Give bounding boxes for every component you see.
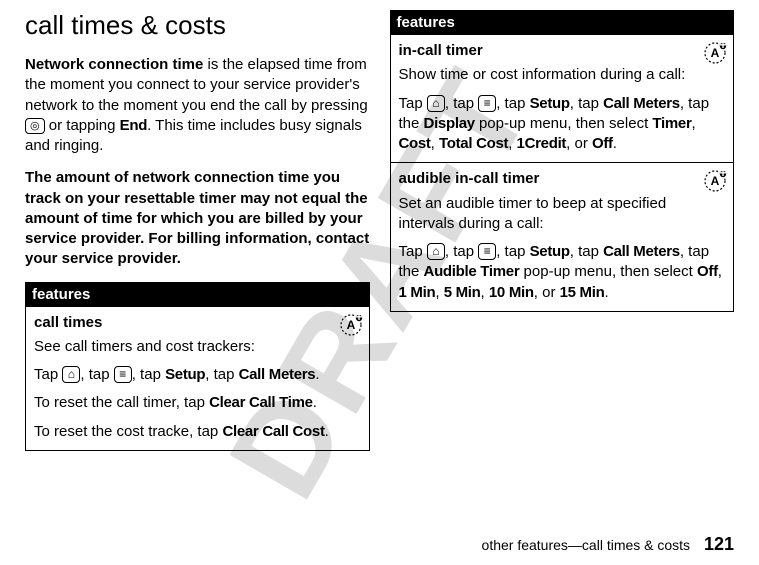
menu-key-icon xyxy=(478,95,496,112)
clear-call-cost-label: Clear Call Cost xyxy=(222,423,324,440)
page-content: call times & costs Network connection ti… xyxy=(0,0,759,451)
t: . xyxy=(315,366,319,383)
t: , tap xyxy=(445,243,478,260)
setup-label: Setup xyxy=(530,95,570,112)
svg-text:A: A xyxy=(346,318,355,332)
t: , xyxy=(435,284,443,301)
call-meters-label: Call Meters xyxy=(603,95,680,112)
availability-icon: + A xyxy=(339,313,363,337)
t: . xyxy=(613,135,617,152)
intro-paragraph-1: Network connection time is the elapsed t… xyxy=(25,55,370,156)
call-meters-label: Call Meters xyxy=(239,366,316,383)
t: , xyxy=(508,135,516,152)
audible-timer-cell: + A audible in-call timer Set an audible… xyxy=(391,162,734,311)
in-call-timer-cell: + A in-call timer Show time or cost info… xyxy=(391,34,734,162)
t: Tap xyxy=(399,95,427,112)
svg-text:+: + xyxy=(719,169,726,180)
home-key-icon xyxy=(427,95,445,112)
t: . xyxy=(313,394,317,411)
min5-label: 5 Min xyxy=(444,284,481,301)
t: pop-up menu, then select xyxy=(519,263,697,280)
t: , or xyxy=(566,135,592,152)
page-number: 121 xyxy=(704,534,734,554)
t: , tap xyxy=(132,366,165,383)
features-header-right: features xyxy=(391,11,734,34)
ic-line1: Show time or cost information during a c… xyxy=(399,65,726,85)
svg-text:A: A xyxy=(711,46,720,60)
home-key-icon xyxy=(427,243,445,260)
aud-line2: Tap , tap , tap Setup, tap Call Meters, … xyxy=(399,242,726,303)
cost-label: Cost xyxy=(399,135,431,152)
audible-timer-label: Audible Timer xyxy=(424,263,520,280)
total-cost-label: Total Cost xyxy=(439,135,508,152)
right-column: features + A in-call timer Show time or … xyxy=(390,10,735,451)
t: , xyxy=(718,263,722,280)
home-key-icon xyxy=(62,366,80,383)
t: , tap xyxy=(570,243,603,260)
svg-text:+: + xyxy=(719,41,726,52)
section-heading: call times & costs xyxy=(25,10,370,41)
end-key-icon xyxy=(25,118,45,134)
ct-line4: To reset the cost tracke, tap Clear Call… xyxy=(34,422,361,442)
ct-line1: See call timers and cost trackers: xyxy=(34,337,361,357)
t: , xyxy=(481,284,489,301)
call-times-title: call times xyxy=(34,313,361,333)
t: , tap xyxy=(496,243,529,260)
intro-paragraph-2: The amount of network connection time yo… xyxy=(25,168,370,269)
t: pop-up menu, then select xyxy=(475,115,653,132)
audible-timer-title: audible in-call timer xyxy=(399,169,726,189)
t: . xyxy=(325,423,329,440)
min15-label: 15 Min xyxy=(560,284,605,301)
min10-label: 10 Min xyxy=(489,284,534,301)
off-label: Off xyxy=(592,135,613,152)
availability-icon: + A xyxy=(703,169,727,193)
features-box-right: features + A in-call timer Show time or … xyxy=(390,10,735,312)
setup-label: Setup xyxy=(530,243,570,260)
in-call-timer-title: in-call timer xyxy=(399,41,726,61)
t: , xyxy=(692,115,696,132)
t: To reset the call timer, tap xyxy=(34,394,209,411)
t: To reset the cost tracke, tap xyxy=(34,423,222,440)
timer-label: Timer xyxy=(652,115,691,132)
page-footer: other features—call times & costs 121 xyxy=(482,534,734,555)
aud-line1: Set an audible timer to beep at specifie… xyxy=(399,194,726,235)
footer-text: other features—call times & costs xyxy=(482,537,691,553)
off-label: Off xyxy=(697,263,718,280)
svg-text:+: + xyxy=(355,313,362,324)
call-times-cell: + A call times See call timers and cost … xyxy=(26,306,369,450)
availability-icon: + A xyxy=(703,41,727,65)
t: , tap xyxy=(80,366,113,383)
menu-key-icon xyxy=(114,366,132,383)
features-box-left: features + A call times See call timers … xyxy=(25,282,370,451)
t: , tap xyxy=(445,95,478,112)
t: , tap xyxy=(496,95,529,112)
min1-label: 1 Min xyxy=(399,284,436,301)
nct-label: Network connection time xyxy=(25,56,203,73)
t: Tap xyxy=(399,243,427,260)
call-meters-label: Call Meters xyxy=(603,243,680,260)
t: , or xyxy=(534,284,560,301)
credit-label: 1Credit xyxy=(517,135,567,152)
p1-after: or tapping xyxy=(45,117,120,134)
svg-text:A: A xyxy=(711,174,720,188)
menu-key-icon xyxy=(478,243,496,260)
t: , tap xyxy=(570,95,603,112)
clear-call-time-label: Clear Call Time xyxy=(209,394,313,411)
t: , tap xyxy=(205,366,238,383)
ic-line2: Tap , tap , tap Setup, tap Call Meters, … xyxy=(399,94,726,155)
setup-label: Setup xyxy=(165,366,205,383)
ct-line2: Tap , tap , tap Setup, tap Call Meters. xyxy=(34,365,361,385)
t: . xyxy=(605,284,609,301)
display-label: Display xyxy=(424,115,475,132)
features-header-left: features xyxy=(26,283,369,306)
left-column: call times & costs Network connection ti… xyxy=(25,10,370,451)
t: Tap xyxy=(34,366,62,383)
t: , xyxy=(431,135,439,152)
end-label: End xyxy=(120,117,147,134)
ct-line3: To reset the call timer, tap Clear Call … xyxy=(34,393,361,413)
